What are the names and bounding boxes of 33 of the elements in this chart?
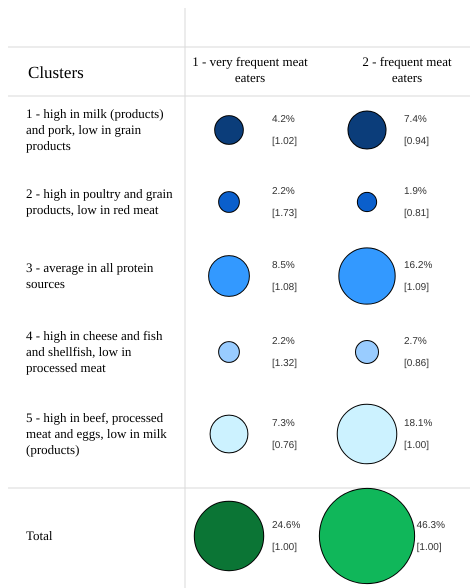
text: [1.73] [272,208,298,219]
text: Clusters [28,63,84,82]
data-label: 1.9% [404,186,427,197]
category-label: 4 - high in cheese and fish and shellfish, low in processed meat [26,328,163,375]
data-label: 16.2% [404,260,432,271]
text: [1.02] [272,136,298,147]
data-label: 4.2% [272,114,295,125]
data-label: 46.3% [416,520,446,531]
data-label: 8.5% [272,260,295,271]
category-label: 3 - average in all protein sources [26,260,154,291]
data-label: 24.6% [272,520,300,531]
text: 2 - frequent meat eaters [362,54,452,85]
data-label: 7.4% [404,114,427,125]
data-label: 2.7% [404,336,427,347]
text: [0.81] [404,208,430,219]
text: [0.86] [404,358,430,369]
category-label: 5 - high in beef, processed meat and eggs, low in milk (products) [26,410,168,457]
text: [1.00] [416,542,442,553]
data-label: 2.2% [272,186,295,197]
category-label: Total [26,528,53,543]
category-label: 2 - high in poultry and grain products, low in red meat [26,186,174,217]
text: [0.94] [404,136,430,147]
data-label: 7.3% [272,418,295,429]
text: [0.76] [272,440,298,451]
category-label: 1 - high in milk (products) and pork, low in grain products [26,106,164,153]
text: [1.32] [272,358,298,369]
text: [1.00] [272,542,298,553]
data-label: 2.2% [272,336,295,347]
data-label: 18.1% [404,418,432,429]
text: [1.00] [404,440,430,451]
text: [1.09] [404,282,430,293]
text: 1 - very frequent meat eaters [192,54,308,85]
text: [1.08] [272,282,298,293]
